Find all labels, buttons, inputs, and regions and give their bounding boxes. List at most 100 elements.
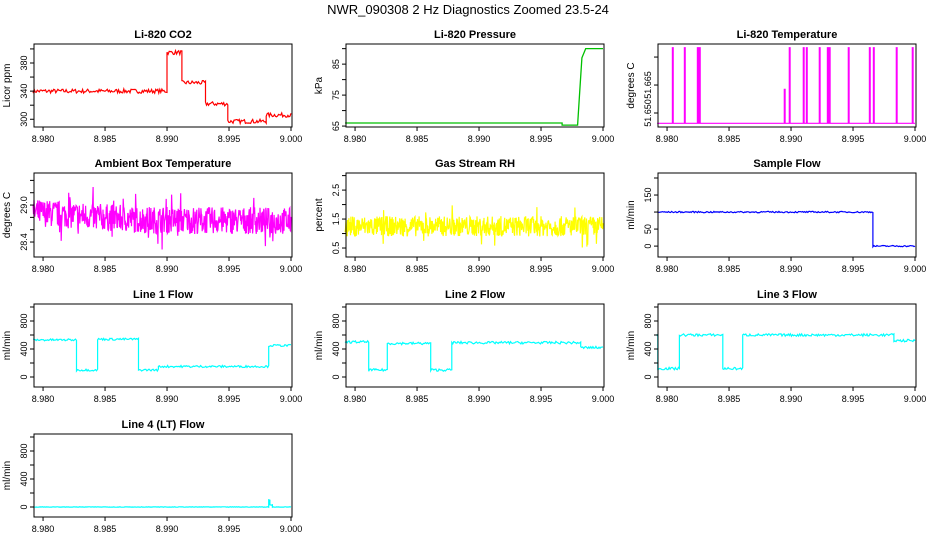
- x-tick-label: 8.995: [218, 394, 241, 404]
- y-tick-label: 51.665: [643, 71, 653, 99]
- x-tick-label: 8.995: [530, 134, 553, 144]
- x-tick-label: 9.000: [280, 524, 303, 534]
- panel-9: Line 4 (LT) Flow ml/min 8.980 8.985 8.990 8.9…: [2, 419, 302, 534]
- y-tick-label: 800: [19, 313, 29, 328]
- x-tick-label: 8.985: [94, 524, 117, 534]
- x-tick-label: 9.000: [280, 264, 303, 274]
- plot-frame: [33, 43, 293, 128]
- plot-frame: [345, 303, 605, 388]
- panel-title: Li-820 Pressure: [434, 29, 516, 41]
- y-tick-label: 29.0: [19, 196, 29, 214]
- x-tick-label: 8.990: [780, 264, 803, 274]
- x-tick-label: 9.000: [592, 134, 615, 144]
- x-tick-label: 8.990: [468, 134, 491, 144]
- y-tick-label: 150: [643, 188, 653, 203]
- y-tick-label: 0: [19, 504, 29, 509]
- panel-title: Li-820 Temperature: [737, 29, 838, 41]
- panel-1: Li-820 Pressure kPa 8.980 8.985 8.990 8.995 9.…: [314, 29, 614, 144]
- y-tick-label: 400: [19, 341, 29, 356]
- y-tick-label: 340: [19, 84, 29, 99]
- plot-frame: [657, 43, 917, 128]
- plot-frame: [345, 172, 605, 258]
- y-axis-label: degrees C: [2, 192, 13, 238]
- x-tick-label: 8.980: [656, 394, 679, 404]
- x-tick-label: 9.000: [592, 264, 615, 274]
- x-tick-label: 9.000: [904, 394, 927, 404]
- series-line: [345, 47, 603, 126]
- y-tick-label: 0.5: [331, 242, 341, 255]
- y-tick-label: 51.650: [643, 99, 653, 127]
- x-tick-label: 8.985: [406, 264, 429, 274]
- x-tick-label: 8.985: [94, 264, 117, 274]
- series-line: [33, 498, 292, 509]
- x-tick-label: 9.000: [280, 394, 303, 404]
- y-tick-label: 28.4: [19, 233, 29, 251]
- x-tick-label: 8.990: [156, 524, 179, 534]
- y-axis-label: Licor ppm: [2, 64, 13, 108]
- x-tick-label: 8.980: [32, 524, 55, 534]
- y-tick-label: 1.5: [331, 213, 341, 226]
- x-tick-label: 8.980: [344, 264, 367, 274]
- plot-frame: [657, 172, 917, 258]
- y-axis-label: ml/min: [626, 200, 637, 229]
- x-tick-label: 8.990: [780, 134, 803, 144]
- y-tick-label: 380: [19, 55, 29, 70]
- y-axis-label: ml/min: [626, 331, 637, 360]
- x-tick-label: 8.980: [32, 394, 55, 404]
- panel-3: Ambient Box Temperature degrees C 8.980 8.9…: [2, 158, 302, 274]
- x-tick-label: 9.000: [592, 394, 615, 404]
- series-line: [656, 210, 916, 249]
- x-tick-label: 9.000: [904, 134, 927, 144]
- x-tick-label: 8.980: [344, 394, 367, 404]
- panel-6: Line 1 Flow ml/min 8.980 8.985 8.990 8.995 9.0…: [2, 289, 302, 404]
- y-axis-label: ml/min: [314, 331, 325, 360]
- x-tick-label: 8.980: [656, 264, 679, 274]
- x-tick-label: 8.985: [718, 264, 741, 274]
- y-tick-label: 85: [331, 59, 341, 69]
- y-axis-label: kPa: [314, 76, 325, 94]
- x-tick-label: 8.980: [344, 134, 367, 144]
- y-axis-label: ml/min: [2, 461, 13, 490]
- panel-title: Line 4 (LT) Flow: [122, 419, 205, 431]
- y-axis-label: degrees C: [626, 62, 637, 108]
- y-tick-label: 400: [19, 471, 29, 486]
- plot-frame: [33, 433, 293, 518]
- panel-0: Li-820 CO2 Licor ppm 8.980 8.985 8.990 8.995 9…: [2, 29, 302, 144]
- series-line: [32, 186, 292, 250]
- x-tick-label: 9.000: [280, 134, 303, 144]
- x-tick-label: 8.985: [718, 394, 741, 404]
- panel-5: Sample Flow ml/min 8.980 8.985 8.990 8.995 9.0…: [626, 158, 926, 274]
- x-tick-label: 8.995: [218, 134, 241, 144]
- y-tick-label: 0: [19, 374, 29, 379]
- series-line: [32, 336, 292, 373]
- y-tick-label: 800: [331, 313, 341, 328]
- panel-2: Li-820 Temperature degrees C 8.980 8.985 8.9…: [626, 29, 926, 144]
- plot-frame: [657, 303, 917, 388]
- series-line: [344, 205, 604, 248]
- x-tick-label: 8.980: [656, 134, 679, 144]
- figure-title: NWR_090308 2 Hz Diagnostics Zoomed 23.5-…: [327, 2, 609, 17]
- x-tick-label: 8.995: [842, 264, 865, 274]
- x-tick-label: 8.990: [156, 394, 179, 404]
- panel-title: Sample Flow: [753, 158, 821, 170]
- x-tick-label: 8.995: [218, 524, 241, 534]
- y-tick-label: 75: [331, 90, 341, 100]
- y-tick-label: 800: [643, 313, 653, 328]
- x-tick-label: 8.995: [218, 264, 241, 274]
- x-tick-label: 8.985: [94, 134, 117, 144]
- y-tick-label: 0: [643, 244, 653, 249]
- y-axis-label: ml/min: [2, 331, 13, 360]
- x-tick-label: 8.995: [842, 394, 865, 404]
- y-tick-label: 400: [331, 341, 341, 356]
- y-tick-label: 0: [331, 374, 341, 379]
- x-tick-label: 8.990: [468, 394, 491, 404]
- x-tick-label: 8.995: [530, 264, 553, 274]
- x-tick-label: 8.990: [468, 264, 491, 274]
- x-tick-label: 8.985: [718, 134, 741, 144]
- x-tick-label: 9.000: [904, 264, 927, 274]
- series-line: [656, 332, 916, 371]
- y-tick-label: 300: [19, 112, 29, 127]
- x-tick-label: 8.985: [94, 394, 117, 404]
- series-line: [657, 47, 915, 124]
